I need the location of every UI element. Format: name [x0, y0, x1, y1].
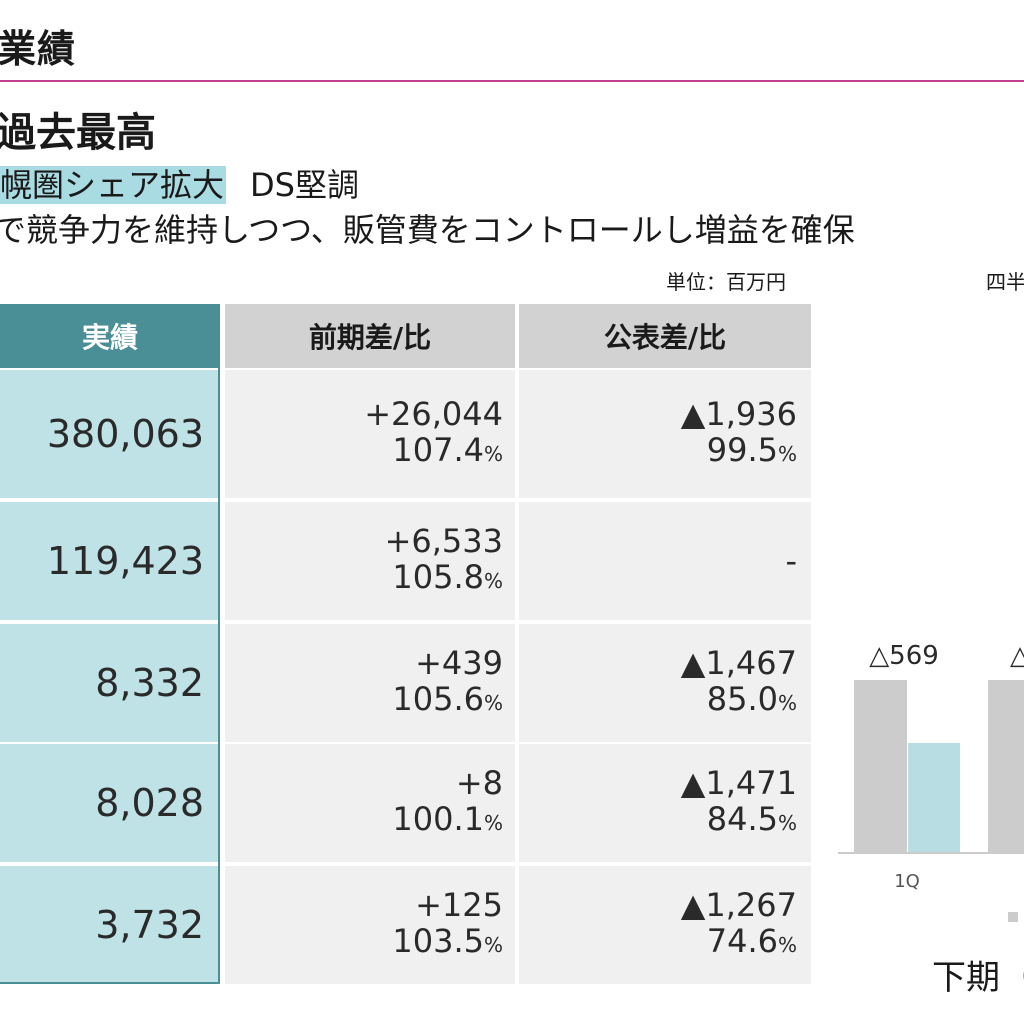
- tick-label-1q: 1Q: [894, 871, 920, 892]
- quarter-chart-title: 四半: [986, 270, 1024, 294]
- column-header-actual: 実績: [0, 304, 220, 368]
- actual-value: 3,732: [0, 866, 220, 984]
- summary-line-2: で競争力を維持しつつ、販管費をコントロールし増益を確保: [0, 211, 855, 249]
- prev-diff-value: +26,044: [364, 395, 503, 433]
- forecast-ratio-value: 85.0%: [706, 680, 797, 718]
- forecast-diff-cell: ▲1,267 74.6%: [519, 866, 811, 984]
- forecast-diff-cell: ▲1,467 85.0%: [519, 624, 811, 742]
- prev-diff-value: +8: [455, 764, 503, 802]
- summary-line-1: 幌圏シェア拡大 DS堅調: [0, 160, 359, 206]
- headline: 過去最高: [0, 110, 156, 156]
- forecast-diff-value: ▲1,936: [680, 395, 797, 433]
- legend-marker: [1008, 912, 1018, 922]
- ds-phrase: DS堅調: [250, 166, 359, 204]
- actual-value: 380,063: [0, 370, 220, 498]
- actual-value: 8,332: [0, 624, 220, 742]
- forecast-diff-cell: ▲1,471 84.5%: [519, 744, 811, 862]
- prev-diff-value: +439: [415, 644, 503, 682]
- column-header-forecast-diff: 公表差/比: [519, 304, 811, 368]
- prev-diff-cell: +125 103.5%: [225, 866, 515, 984]
- chart-subtitle: 下期（: [932, 958, 1024, 998]
- prev-ratio-value: 100.1%: [392, 800, 503, 838]
- actual-value: 119,423: [0, 502, 220, 620]
- forecast-diff-value: ▲1,467: [680, 644, 797, 682]
- prev-ratio-value: 105.6%: [392, 680, 503, 718]
- prev-diff-cell: +6,533 105.8%: [225, 502, 515, 620]
- page-title: 業績: [0, 27, 77, 71]
- prev-ratio-value: 105.8%: [392, 558, 503, 596]
- prev-ratio-value: 107.4%: [392, 431, 503, 469]
- forecast-diff-value: -: [785, 542, 797, 580]
- prev-diff-cell: +8 100.1%: [225, 744, 515, 862]
- bar-2q-gray: [988, 680, 1024, 852]
- prev-diff-cell: +26,044 107.4%: [225, 370, 515, 498]
- bar-1q-gray: [854, 680, 907, 852]
- forecast-diff-cell: -: [519, 502, 811, 620]
- forecast-ratio-value: 74.6%: [706, 922, 797, 960]
- prev-ratio-value: 103.5%: [392, 922, 503, 960]
- prev-diff-cell: +439 105.6%: [225, 624, 515, 742]
- prev-diff-value: +6,533: [384, 522, 503, 560]
- forecast-diff-cell: ▲1,936 99.5%: [519, 370, 811, 498]
- title-divider: [0, 80, 1024, 82]
- actual-value: 8,028: [0, 744, 220, 862]
- unit-label: 単位：百万円: [666, 270, 786, 294]
- bar-1q-blue: [908, 743, 960, 852]
- forecast-ratio-value: 99.5%: [706, 431, 797, 469]
- highlighted-phrase: 幌圏シェア拡大: [0, 166, 227, 204]
- quarterly-chart: △569 △ 1Q: [838, 641, 1024, 922]
- forecast-ratio-value: 84.5%: [706, 800, 797, 838]
- forecast-diff-value: ▲1,267: [680, 886, 797, 924]
- data-label: △: [1010, 641, 1024, 671]
- forecast-diff-value: ▲1,471: [680, 764, 797, 802]
- data-label: △569: [869, 641, 939, 671]
- prev-diff-value: +125: [415, 886, 503, 924]
- column-header-prev-diff: 前期差/比: [225, 304, 515, 368]
